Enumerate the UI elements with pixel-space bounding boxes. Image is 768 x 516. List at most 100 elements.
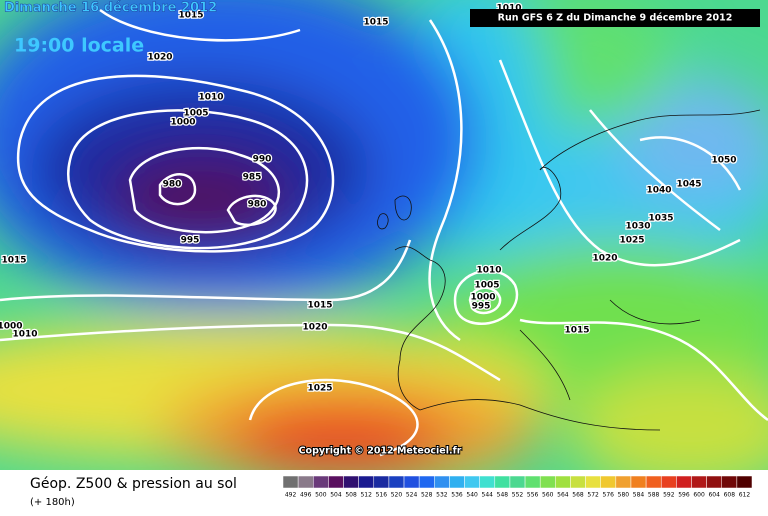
scale-label: 500 bbox=[315, 492, 327, 499]
scale-swatch bbox=[449, 475, 465, 489]
scale-swatch bbox=[630, 475, 647, 489]
scale-swatch bbox=[282, 475, 299, 489]
isobar-label: 1020 bbox=[147, 53, 172, 63]
scale-swatch bbox=[539, 475, 556, 489]
footer-title: Géop. Z500 & pression au sol bbox=[30, 476, 237, 492]
isobars bbox=[0, 8, 768, 457]
run-info: Run GFS 6 Z du Dimanche 9 décembre 2012 bbox=[498, 13, 733, 24]
isobar-label: 1015 bbox=[363, 18, 388, 28]
geopotential-field: 1010101510151020101010051000990985980980… bbox=[0, 0, 768, 470]
isobar-label: 1010 bbox=[198, 93, 223, 103]
scale-swatch bbox=[524, 475, 541, 489]
isobar-label: 1020 bbox=[302, 323, 327, 333]
scale-swatch bbox=[706, 475, 722, 489]
scale-label: 520 bbox=[391, 492, 403, 499]
scale-label: 572 bbox=[587, 492, 599, 499]
scale-swatch bbox=[721, 475, 738, 489]
forecast-date: Dimanche 16 décembre 2012 bbox=[4, 1, 217, 16]
scale-label: 604 bbox=[708, 492, 720, 499]
scale-swatch bbox=[328, 475, 344, 489]
isobar-label: 1045 bbox=[676, 180, 701, 190]
scale-swatch bbox=[343, 475, 359, 489]
isobar-label: 1000 bbox=[0, 322, 23, 332]
scale-label: 544 bbox=[482, 492, 494, 499]
scale-label: 608 bbox=[724, 492, 736, 499]
scale-label: 512 bbox=[360, 492, 372, 499]
scale-swatch bbox=[358, 475, 375, 489]
isobar-label: 1010 bbox=[12, 330, 37, 340]
isobar-label: 990 bbox=[253, 155, 272, 165]
isobar-label: 1050 bbox=[711, 156, 736, 166]
forecast-time: 19:00 locale bbox=[14, 35, 144, 57]
isobar-label: 1015 bbox=[1, 256, 26, 266]
scale-label: 532 bbox=[436, 492, 448, 499]
scale-label: 588 bbox=[648, 492, 660, 499]
scale-label: 496 bbox=[300, 492, 312, 499]
scale-label: 536 bbox=[451, 492, 463, 499]
isobar-label: 1005 bbox=[474, 281, 499, 291]
run-box bbox=[470, 9, 760, 27]
isobar-label: 1020 bbox=[592, 254, 617, 264]
isobar-label: 1030 bbox=[625, 222, 650, 232]
scale-swatch bbox=[494, 475, 511, 489]
scale-label: 540 bbox=[466, 492, 478, 499]
scale-label: 576 bbox=[603, 492, 615, 499]
isobar-label: 1040 bbox=[646, 186, 671, 196]
scale-label: 564 bbox=[557, 492, 569, 499]
isobar-label: 1035 bbox=[648, 214, 673, 224]
isobar-label: 980 bbox=[163, 180, 182, 190]
scale-label: 508 bbox=[345, 492, 357, 499]
isobar-label: 1000 bbox=[470, 293, 495, 303]
scale-swatch bbox=[509, 475, 526, 489]
scale-label: 580 bbox=[618, 492, 630, 499]
scale-swatch bbox=[600, 475, 617, 489]
scale-label: 504 bbox=[330, 492, 342, 499]
isobar-label: 1010 bbox=[476, 266, 501, 276]
scale-label: 492 bbox=[285, 492, 297, 499]
scale-swatch bbox=[736, 475, 753, 489]
isobar-label: 980 bbox=[248, 200, 267, 210]
scale-label: 552 bbox=[512, 492, 524, 499]
isobar-label: 1015 bbox=[307, 301, 332, 311]
color-scale: 492 496 500 504 508 512 516 520 524 528 532 536 540 5… bbox=[282, 475, 753, 499]
isobar-label: 1000 bbox=[170, 118, 195, 128]
scale-swatch bbox=[570, 475, 586, 489]
scale-label: 516 bbox=[376, 492, 388, 499]
scale-swatch bbox=[403, 475, 420, 489]
scale-label: 612 bbox=[739, 492, 751, 499]
isobar-label: 985 bbox=[243, 173, 262, 183]
scale-label: 584 bbox=[633, 492, 645, 499]
isobar-label: 1015 bbox=[564, 326, 589, 336]
scale-swatch bbox=[297, 475, 314, 489]
scale-swatch bbox=[479, 475, 496, 489]
scale-label: 556 bbox=[527, 492, 539, 499]
scale-swatch bbox=[615, 475, 632, 489]
scale-label: 596 bbox=[678, 492, 690, 499]
isobar-label: 995 bbox=[472, 302, 491, 312]
scale-label: 592 bbox=[663, 492, 675, 499]
scale-label: 600 bbox=[693, 492, 705, 499]
scale-swatch bbox=[464, 475, 480, 489]
isobar-label: 1025 bbox=[619, 236, 644, 246]
isobar-label: 995 bbox=[181, 236, 200, 246]
copyright: Copyright © 2012 Meteociel.fr bbox=[299, 446, 462, 457]
scale-swatch bbox=[388, 475, 405, 489]
scale-swatch bbox=[676, 475, 692, 489]
scale-swatch bbox=[313, 475, 329, 489]
coastlines bbox=[377, 109, 761, 431]
scale-swatch bbox=[660, 475, 677, 489]
scale-label: 560 bbox=[542, 492, 554, 499]
scale-swatch bbox=[645, 475, 662, 489]
scale-label: 568 bbox=[572, 492, 584, 499]
scale-label: 548 bbox=[497, 492, 509, 499]
footer-subtitle: (+ 180h) bbox=[30, 497, 75, 508]
isobar-label: 1025 bbox=[307, 384, 332, 394]
scale-label: 524 bbox=[406, 492, 418, 499]
scale-swatch bbox=[434, 475, 450, 489]
scale-swatch bbox=[585, 475, 601, 489]
scale-label: 528 bbox=[421, 492, 433, 499]
isobar-label: 1005 bbox=[183, 109, 208, 119]
scale-swatch bbox=[373, 475, 390, 489]
scale-swatch bbox=[418, 475, 435, 489]
